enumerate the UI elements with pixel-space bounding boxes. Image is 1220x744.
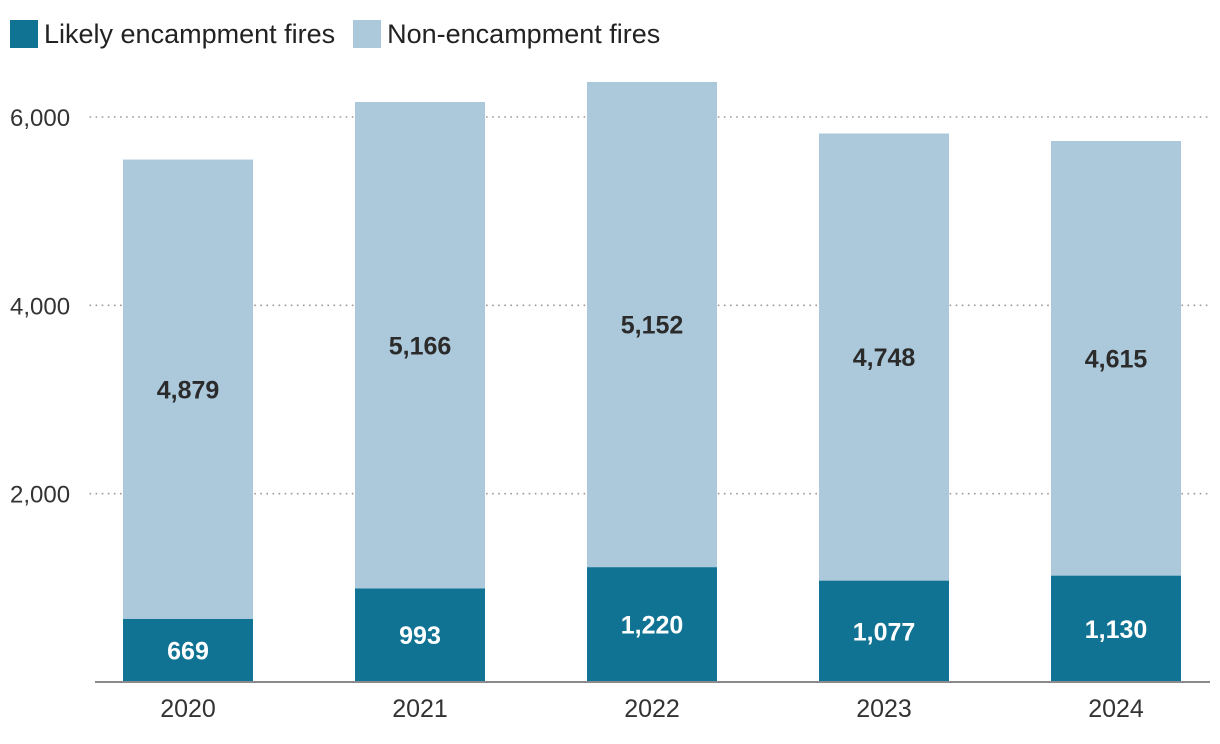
bar-segment-encampment [1051, 575, 1181, 682]
y-tick-label: 6,000 [10, 105, 70, 132]
x-tick-label: 2023 [856, 695, 912, 723]
data-label-non-encampment: 4,748 [853, 344, 916, 372]
data-label-encampment: 1,077 [853, 618, 916, 646]
x-tick-label: 2020 [160, 695, 216, 723]
legend-item-non-encampment: Non-encampment fires [353, 19, 660, 50]
bar-segment-encampment [123, 619, 253, 682]
data-label-non-encampment: 4,615 [1085, 345, 1148, 373]
data-label-non-encampment: 5,166 [389, 332, 452, 360]
bar-segment-non-encampment [819, 133, 949, 581]
bar-segment-non-encampment [1051, 141, 1181, 576]
legend-label-non-encampment: Non-encampment fires [387, 18, 661, 49]
y-tick-label: 4,000 [10, 293, 70, 320]
legend-swatch-encampment [10, 20, 38, 48]
x-tick-label: 2024 [1088, 695, 1144, 723]
x-tick-label: 2022 [624, 695, 680, 723]
data-label-encampment: 669 [167, 638, 209, 666]
bar-segment-non-encampment [123, 159, 253, 620]
legend-label-encampment: Likely encampment fires [44, 18, 336, 49]
legend-item-encampment: Likely encampment fires [10, 19, 335, 50]
y-tick-label: 2,000 [10, 482, 70, 509]
x-tick-label: 2021 [392, 695, 448, 723]
data-label-encampment: 1,220 [621, 612, 684, 640]
bar-segment-non-encampment [355, 102, 485, 589]
legend-swatch-non-encampment [353, 20, 382, 48]
bar-segment-encampment [355, 588, 485, 682]
bar-segment-non-encampment [587, 81, 717, 568]
data-label-non-encampment: 4,879 [157, 376, 220, 404]
data-label-encampment: 993 [399, 622, 441, 650]
bar-segment-encampment [819, 580, 949, 682]
data-label-encampment: 1,130 [1085, 616, 1148, 644]
bar-segment-encampment [587, 567, 717, 682]
data-label-non-encampment: 5,152 [621, 312, 684, 340]
legend: Likely encampment fires Non-encampment f… [10, 14, 678, 54]
